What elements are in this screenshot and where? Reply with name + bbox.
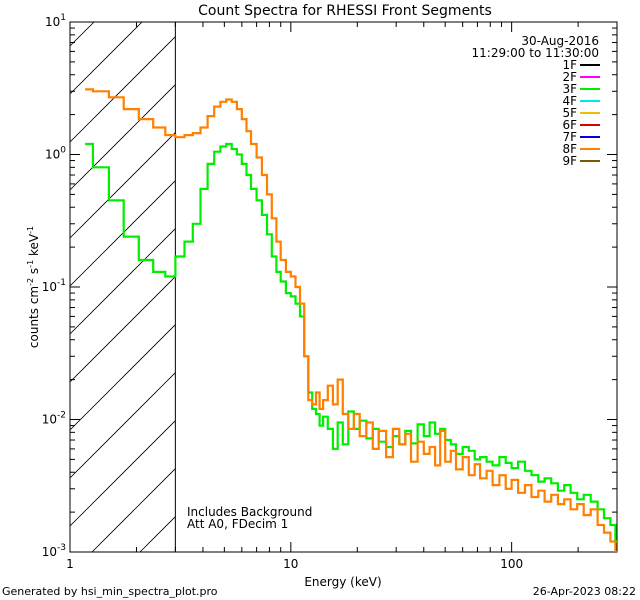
x-tick-label: 10	[283, 557, 298, 571]
time-range-label: 11:29:00 to 11:30:00	[472, 46, 599, 60]
x-axis-label: Energy (keV)	[304, 575, 381, 589]
y-tick-label: 100	[45, 146, 66, 162]
y-tick-label: 10-2	[42, 411, 66, 427]
y-axis-ticks	[70, 27, 617, 553]
x-tick-label: 1	[66, 557, 74, 571]
legend-label: 8F	[562, 142, 577, 156]
annotation-background: Includes Background	[187, 505, 312, 519]
x-axis-tick-labels: 1 10 100	[66, 557, 523, 571]
legend-label: 3F	[562, 82, 577, 96]
legend-label: 9F	[562, 154, 577, 168]
date-label: 30-Aug-2016	[521, 34, 599, 48]
x-axis-ticks	[69, 22, 618, 552]
y-axis-label: counts cm-2 s-1 keV-1	[26, 226, 41, 348]
legend-label: 5F	[562, 106, 577, 120]
x-tick-label: 100	[500, 557, 523, 571]
legend-label: 1F	[562, 58, 577, 72]
legend-label: 4F	[562, 94, 577, 108]
legend-label: 6F	[562, 118, 577, 132]
series-layer	[85, 88, 617, 552]
y-tick-label: 101	[45, 13, 66, 29]
y-axis-tick-labels: 101 100 10-1 10-2 10-3	[42, 13, 67, 559]
footer-generated-by: Generated by hsi_min_spectra_plot.pro	[2, 585, 218, 598]
chart-title: Count Spectra for RHESSI Front Segments	[198, 3, 492, 19]
annotation-attenuator: Att A0, FDecim 1	[187, 517, 288, 531]
plot-frame	[69, 21, 618, 553]
y-tick-label: 10-3	[42, 543, 66, 559]
legend-label: 2F	[562, 70, 577, 84]
legend-label: 7F	[562, 130, 577, 144]
hatch-region	[70, 22, 176, 552]
series-3F	[85, 142, 617, 543]
series-8F	[85, 88, 617, 552]
footer-timestamp: 26-Apr-2023 08:22	[533, 585, 636, 598]
y-tick-label: 10-1	[42, 278, 66, 294]
